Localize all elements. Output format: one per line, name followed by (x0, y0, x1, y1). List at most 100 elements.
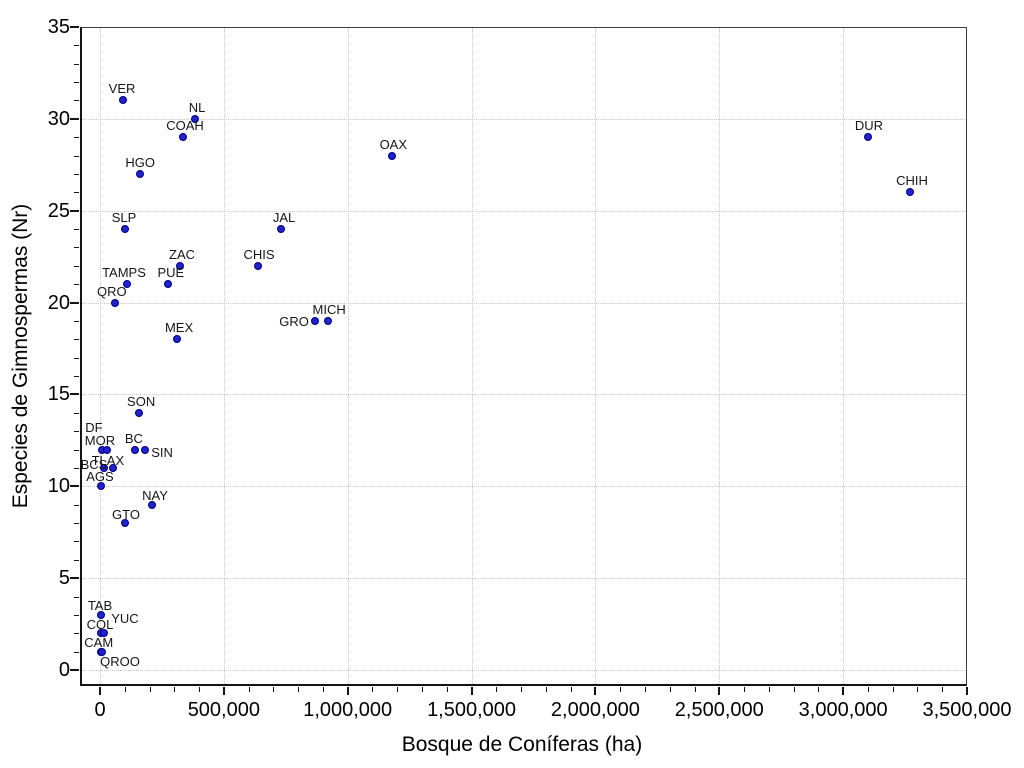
data-point-NL (191, 114, 200, 123)
data-point-SLP (121, 225, 130, 234)
point-label-YUC: YUC (111, 611, 139, 627)
point-label-CHIH: CHIH (896, 173, 928, 189)
point-label-CHIS: CHIS (243, 246, 275, 262)
y-minor-tick (74, 63, 79, 65)
x-major-tick (470, 687, 473, 695)
data-point-YUC (99, 629, 108, 638)
y-major-tick (70, 577, 79, 580)
point-label-SLP: SLP (111, 210, 137, 226)
x-major-tick (842, 687, 845, 695)
y-minor-tick (74, 100, 79, 102)
data-point-SON (135, 408, 144, 417)
v-gridline (719, 28, 721, 684)
data-point-GTO (121, 519, 130, 528)
y-tick-label: 10 (47, 475, 70, 498)
h-gridline (82, 486, 965, 488)
x-minor-tick (867, 687, 869, 692)
point-label-TAMPS: TAMPS (102, 265, 146, 281)
y-major-tick (70, 485, 79, 488)
x-tick-label: 3,500,000 (922, 699, 1012, 721)
data-point-TLAX (108, 463, 117, 472)
y-tick-label: 30 (47, 107, 70, 130)
x-major-tick (99, 687, 101, 695)
v-gridline (595, 28, 597, 684)
data-point-PUE (163, 280, 172, 289)
data-point-OAX (388, 151, 397, 160)
y-major-tick (70, 26, 79, 28)
data-point-MOR (102, 445, 111, 454)
y-minor-tick (74, 265, 79, 267)
y-tick-label: 20 (47, 291, 70, 314)
x-major-tick (222, 687, 225, 695)
data-point-COAH (178, 133, 187, 142)
x-minor-tick (397, 687, 399, 692)
data-point-BC (130, 445, 139, 454)
y-minor-tick (74, 596, 79, 598)
point-label-OAX: OAX (379, 136, 408, 152)
x-minor-tick (248, 687, 250, 692)
y-minor-tick (74, 412, 79, 414)
point-label-NAY: NAY (142, 487, 168, 503)
x-major-tick (346, 687, 349, 695)
data-point-VER (119, 96, 128, 105)
y-major-tick (70, 209, 79, 212)
h-gridline (82, 302, 965, 304)
y-minor-tick (74, 633, 79, 635)
x-minor-tick (149, 687, 151, 692)
y-minor-tick (74, 320, 79, 322)
x-major-tick (718, 687, 721, 695)
y-major-tick (70, 301, 79, 304)
x-minor-tick (446, 687, 448, 692)
x-minor-tick (793, 687, 795, 692)
y-minor-tick (74, 559, 79, 561)
data-point-QRO (110, 298, 119, 307)
data-point-SIN (141, 445, 150, 454)
x-minor-tick (768, 687, 770, 692)
h-gridline (82, 670, 965, 671)
point-label-MOR: MOR (84, 432, 116, 448)
point-label-QROO: QROO (100, 653, 140, 669)
y-minor-tick (74, 284, 79, 286)
y-minor-tick (74, 339, 79, 341)
x-minor-tick (570, 687, 572, 692)
y-minor-tick (74, 614, 79, 616)
x-minor-tick (199, 687, 201, 692)
y-minor-tick (74, 449, 79, 451)
y-tick-label: 5 (58, 567, 70, 590)
x-minor-tick (669, 687, 671, 692)
plot-frame (80, 27, 967, 686)
data-point-TAB (96, 610, 105, 619)
y-minor-tick (74, 467, 79, 469)
x-minor-tick (174, 687, 176, 692)
point-label-QRO: QRO (97, 283, 127, 299)
data-point-TAMPS (123, 280, 131, 289)
y-minor-tick (74, 45, 79, 47)
v-gridline (223, 28, 225, 684)
x-tick-label: 1,000,000 (303, 699, 393, 721)
x-minor-tick (892, 687, 894, 692)
point-label-JAL: JAL (272, 210, 296, 226)
point-label-COL: COL (86, 617, 114, 633)
point-label-PUE: PUE (157, 265, 185, 281)
y-major-tick (70, 393, 79, 396)
y-axis-title: Especies de Gimnospermas (Nr) (9, 203, 32, 509)
y-minor-tick (74, 357, 79, 359)
x-minor-tick (372, 687, 374, 692)
data-point-GRO (311, 316, 320, 325)
v-gridline (843, 28, 845, 684)
data-point-QROO (97, 647, 106, 656)
y-minor-tick (74, 82, 79, 84)
point-label-GRO: GRO (279, 313, 309, 329)
y-minor-tick (74, 137, 79, 139)
x-axis-title: Bosque de Coníferas (ha) (401, 733, 643, 756)
y-minor-tick (74, 192, 79, 194)
h-gridline (82, 394, 965, 396)
point-label-VER: VER (108, 81, 136, 97)
data-point-JAL (277, 225, 286, 234)
y-minor-tick (74, 541, 79, 543)
y-minor-tick (74, 229, 79, 231)
h-gridline (82, 118, 965, 120)
y-minor-tick (74, 376, 79, 378)
point-label-COAH: COAH (166, 118, 204, 134)
data-point-MICH (324, 316, 333, 325)
